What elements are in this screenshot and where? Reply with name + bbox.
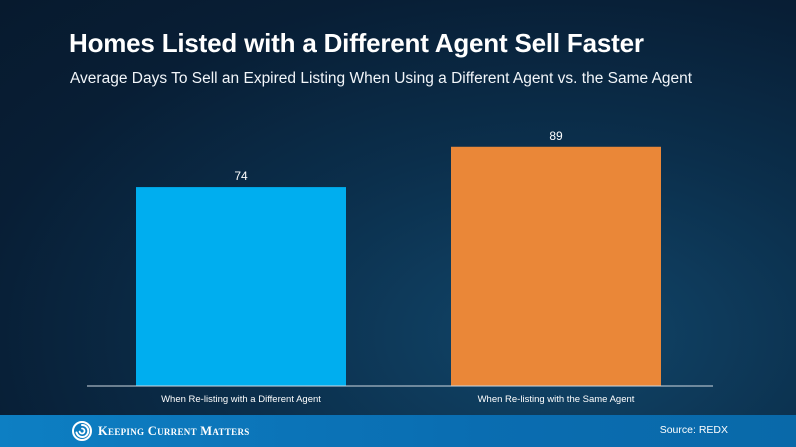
- brand-name: Keeping Current Matters: [98, 423, 250, 438]
- swirl-logo-icon: [72, 421, 92, 441]
- footer-bar: Keeping Current Matters Source: REDX: [0, 415, 796, 447]
- chart-subtitle: Average Days To Sell an Expired Listing …: [70, 70, 693, 87]
- bar-chart: 74 When Re-listing with a Different Agent…: [87, 129, 713, 405]
- data-label-1: 74: [234, 169, 248, 183]
- labels-group: 74 When Re-listing with a Different Agent…: [161, 129, 635, 405]
- bar-2: [451, 146, 661, 386]
- data-label-2: 89: [549, 129, 563, 143]
- chart-title: Homes Listed with a Different Agent Sell…: [69, 28, 644, 58]
- category-label-1: When Re-listing with a Different Agent: [161, 394, 321, 405]
- bar-1: [136, 187, 346, 386]
- source-note: Source: REDX: [659, 424, 728, 436]
- brand-logo[interactable]: Keeping Current Matters: [72, 421, 250, 441]
- category-label-2: When Re-listing with the Same Agent: [478, 394, 635, 405]
- bars-group: [136, 146, 661, 386]
